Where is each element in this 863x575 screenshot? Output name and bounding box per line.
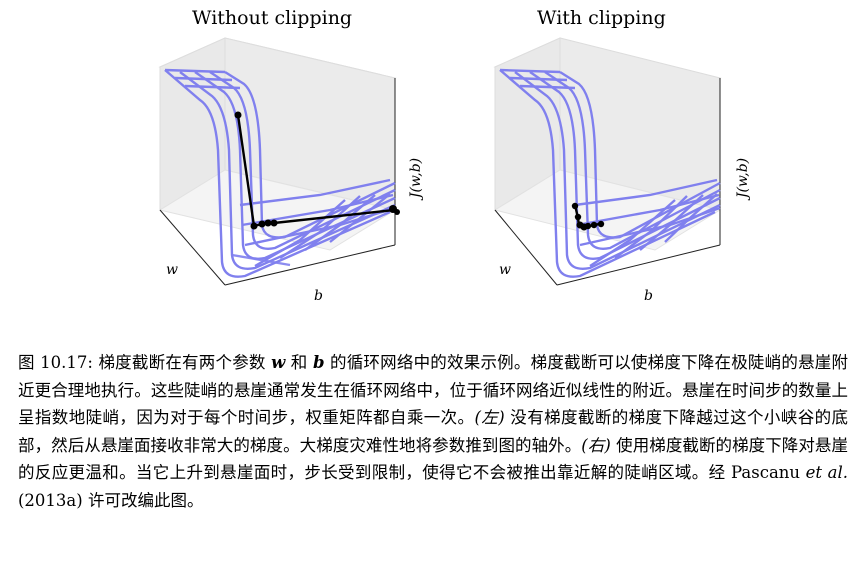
right-w-label: w [499, 262, 511, 278]
left-b-label: b [314, 288, 323, 304]
right-descent-path [571, 202, 605, 231]
right-panel: With clipping [335, 0, 755, 320]
right-panel-title: With clipping [537, 7, 666, 29]
caption-text-1: 梯度截断在有两个参数 [98, 353, 266, 372]
right-j-label: J(w,b) [735, 157, 752, 199]
caption-text-3: 没有梯度截断的梯度下降越过这个小峡谷的底部，然后从悬崖面接收非常大的梯度。大梯度… [18, 408, 849, 455]
caption-etal: et al. [805, 463, 849, 482]
left-tag: (左) [474, 408, 505, 427]
left-panel-title: Without clipping [192, 7, 353, 29]
caption-text-4: 使用梯度截断的梯度下降对悬崖的反应更温和。当它上升到悬崖面时，步长受到限制，使得… [18, 435, 849, 483]
figure-number: 图 10.17: [18, 353, 93, 372]
caption-text-2: 的循环网络中的效果示例。梯度截断可以使梯度下降在极陡峭的悬崖附近更合理地执行。这… [18, 353, 849, 427]
left-panel: Without clipping [0, 0, 424, 320]
right-surface [499, 68, 721, 278]
right-surface-plot [493, 37, 722, 286]
right-tag: (右) [581, 435, 611, 455]
left-w-label: w [166, 262, 178, 278]
right-b-label: b [644, 288, 653, 304]
caption-text-5: (2013a) 许可改编此图。 [18, 490, 204, 510]
param-w: w [271, 353, 286, 372]
left-surface-plot [158, 37, 400, 286]
caption-and: 和 [290, 353, 308, 372]
left-descent-path [234, 111, 400, 230]
param-b: b [312, 353, 325, 372]
figure-caption: 图 10.17: 梯度截断在有两个参数 w 和 b 的循环网络中的效果示例。梯度… [18, 349, 848, 514]
left-surface [164, 68, 396, 278]
